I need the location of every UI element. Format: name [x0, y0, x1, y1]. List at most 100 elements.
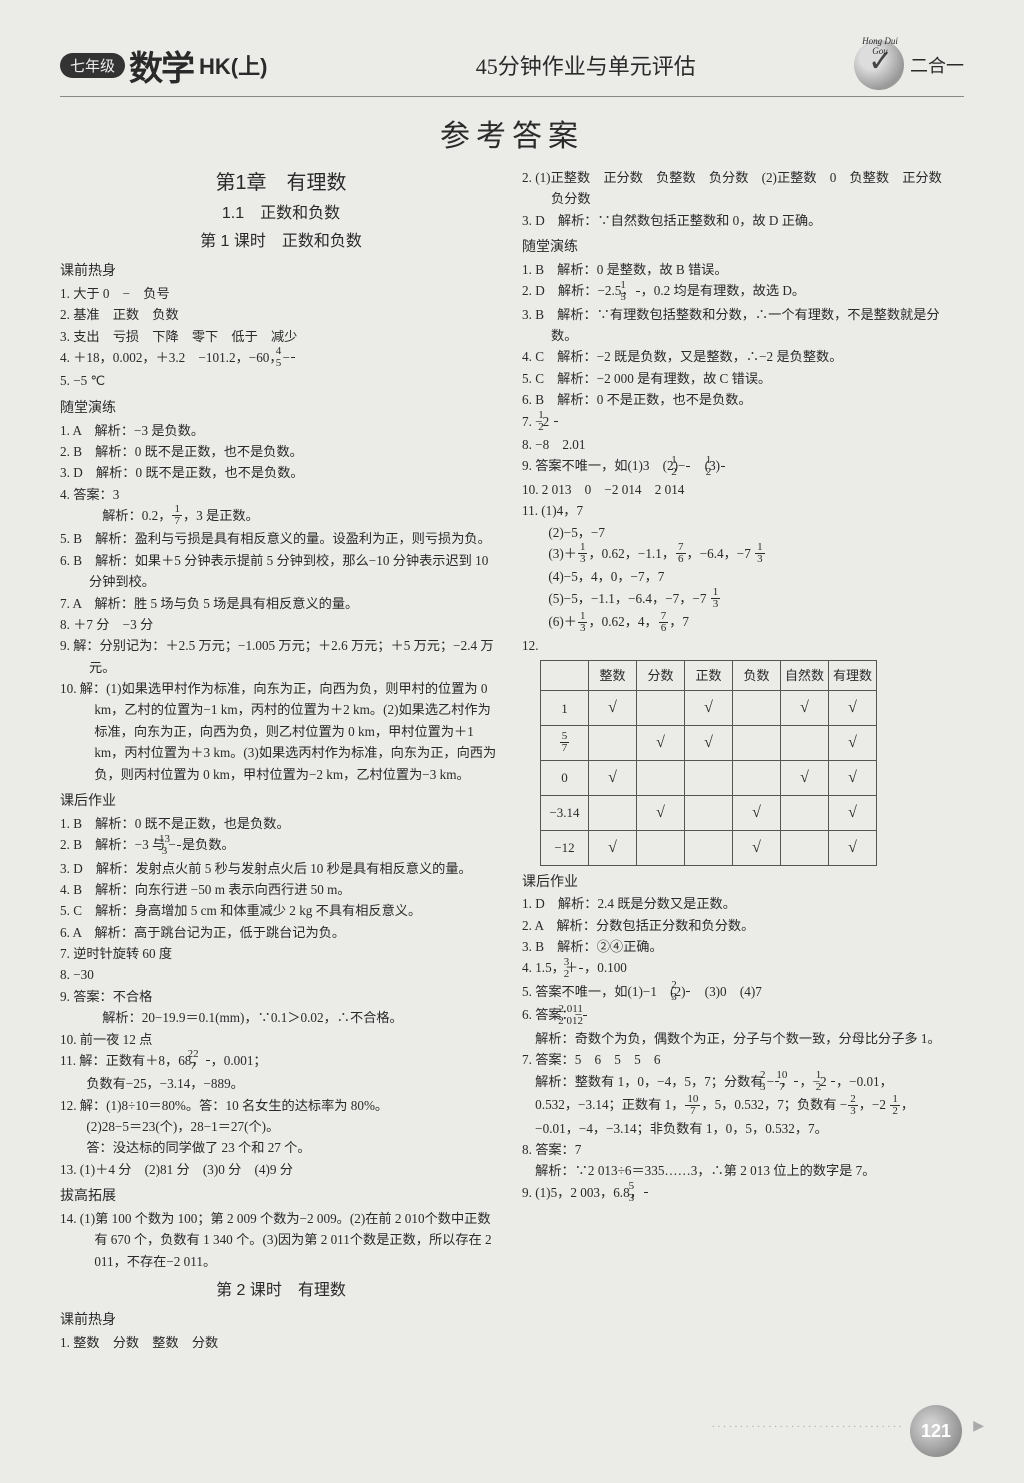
item: 4. 答案：3	[60, 484, 502, 505]
text: 0.532，−3.14；正数有 1，	[522, 1097, 684, 1112]
text: ，	[901, 1097, 914, 1112]
text: 7. −2	[522, 414, 553, 429]
fraction: 76	[659, 611, 669, 634]
text: ，−0.01，	[836, 1074, 893, 1089]
page-header: 七年级 数学 HK(上) 45分钟作业与单元评估 Hong Dui Gou 二合…	[60, 40, 964, 97]
subject-title: 数学	[129, 41, 193, 90]
table-cell	[637, 830, 685, 865]
fraction: 13	[755, 542, 765, 565]
item: 5. 答案不唯一，如(1)−1 (2)23 (3)0 (4)7	[522, 981, 964, 1004]
item: 8. 答案：7	[522, 1139, 964, 1160]
fraction: 45	[291, 346, 295, 369]
left-column: 第1章 有理数 1.1 正数和负数 第 1 课时 正数和负数 课前热身 1. 大…	[60, 167, 502, 1353]
item: 解析：∵2 013÷6＝335……3，∴第 2 013 位上的数字是 7。	[522, 1160, 964, 1181]
item: 1. D 解析：2.4 既是分数又是正数。	[522, 893, 964, 914]
group-warmup2: 课前热身	[60, 1308, 502, 1331]
table-cell	[637, 691, 685, 726]
table-cell	[781, 726, 829, 761]
fraction: 133	[177, 834, 181, 857]
item: 3. B 解析：②④正确。	[522, 936, 964, 957]
text: ，5，0.532，7；负数有 −	[701, 1097, 847, 1112]
fraction: 17	[172, 504, 182, 527]
item: 2. D 解析：−2.5，15，0.2 均是有理数，故选 D。	[522, 280, 964, 303]
text: (3)＋	[522, 546, 577, 561]
item: 1. 大于 0 − 负号	[60, 283, 502, 304]
table-cell: √	[733, 795, 781, 830]
item: 3. 支出 亏损 下降 零下 低于 减少	[60, 326, 502, 347]
table-cell: √	[829, 795, 877, 830]
item: 10. 解：(1)如果选甲村作为标准，向东为正，向西为负，则甲村的位置为 0 k…	[60, 678, 502, 785]
table-row: 0√√√	[541, 760, 877, 795]
item: 4. ＋18，0.002，＋3.2 −101.2，−60，−45	[60, 347, 502, 370]
item: 9. 答案：不合格	[60, 986, 502, 1007]
table-cell: √	[637, 795, 685, 830]
row-label: 57	[541, 726, 589, 761]
text: 5. 答案不唯一，如(1)−1 (2)	[522, 984, 685, 999]
right-column: 2. (1)正整数 正分数 负整数 负分数 (2)正整数 0 负整数 正分数 负…	[522, 167, 964, 1353]
item: 7. 答案：5 6 5 5 6	[522, 1049, 964, 1070]
content-columns: 第1章 有理数 1.1 正数和负数 第 1 课时 正数和负数 课前热身 1. 大…	[60, 167, 964, 1353]
page-number-badge: 121	[910, 1405, 962, 1457]
item: (6)＋13，0.62，4，76，7	[522, 611, 964, 634]
fraction: 12	[831, 1070, 835, 1093]
text: ，0.62，4，	[588, 614, 657, 629]
text: ，−2	[799, 1074, 830, 1089]
table-row: 1√√√√	[541, 691, 877, 726]
table-row: −3.14√√√	[541, 795, 877, 830]
item: 2. B 解析：0 既不是正数，也不是负数。	[60, 441, 502, 462]
item: (5)−5，−1.1，−6.4，−7，−7 13	[522, 588, 964, 611]
text: ，0.100	[584, 960, 627, 975]
table-cell: √	[589, 760, 637, 795]
text: ，7	[669, 614, 689, 629]
table-header: 正数	[685, 661, 733, 691]
item: 8. −8 2.01	[522, 434, 964, 455]
group-homework: 课后作业	[60, 789, 502, 812]
table-header: 整数	[589, 661, 637, 691]
item: 4. C 解析：−2 既是负数，又是整数，∴−2 是负整数。	[522, 346, 964, 367]
item: 答：没达标的同学做了 23 个和 27 个。	[60, 1137, 502, 1158]
item: 5. C 解析：−2 000 是有理数，故 C 错误。	[522, 368, 964, 389]
table-cell: √	[685, 691, 733, 726]
item: 9. 答案不唯一，如(1)3 (2)−12 (3)12	[522, 455, 964, 478]
group-homework-r: 课后作业	[522, 870, 964, 893]
row-label: −12	[541, 830, 589, 865]
item: 6. B 解析：0 不是正数，也不是负数。	[522, 389, 964, 410]
table-cell: √	[589, 691, 637, 726]
item: 1. 整数 分数 整数 分数	[60, 1332, 502, 1353]
text: ，0.001；	[211, 1053, 267, 1068]
fraction: 107	[685, 1094, 700, 1117]
table-cell	[733, 726, 781, 761]
text: ，−6.4，−7	[687, 546, 755, 561]
fraction: 12	[686, 455, 690, 478]
item: 3. D 解析：∵自然数包括正整数和 0，故 D 正确。	[522, 210, 964, 231]
lesson2-heading: 第 2 课时 有理数	[60, 1278, 502, 1304]
table-cell	[589, 795, 637, 830]
item: 解析：20−19.9＝0.1(mm)，∵0.1＞0.02，∴不合格。	[60, 1007, 502, 1028]
text: (5)−5，−1.1，−6.4，−7，−7	[522, 591, 710, 606]
table-cell: √	[829, 760, 877, 795]
item: 3. B 解析：∵有理数包括整数和分数，∴一个有理数，不是整数就是分数。	[522, 304, 964, 347]
text: 4. 1.5，＋	[522, 960, 578, 975]
item: 5. −5 ℃	[60, 370, 502, 391]
item: 解析：奇数个为负，偶数个为正，分子与个数一致，分母比分子多 1。	[522, 1028, 964, 1049]
table-cell: √	[829, 726, 877, 761]
fraction: 15	[636, 280, 640, 303]
item: 2. (1)正整数 正分数 负整数 负分数 (2)正整数 0 负整数 正分数 负…	[522, 167, 964, 210]
text: (3)0 (4)7	[691, 984, 761, 999]
text: ，3 是正数。	[183, 508, 259, 523]
table-cell	[637, 760, 685, 795]
table-row: 57√√√	[541, 726, 877, 761]
text: 9. (1)5，2 003，6.8，	[522, 1185, 643, 1200]
text: 解析：0.2，	[89, 508, 171, 523]
table-cell	[589, 726, 637, 761]
fraction: 76	[676, 542, 686, 565]
classification-table: 整数分数正数负数自然数有理数 1√√√√57√√√0√√√−3.14√√√−12…	[540, 660, 877, 866]
table-cell: √	[829, 691, 877, 726]
table-cell	[685, 830, 733, 865]
group-inclass-r: 随堂演练	[522, 235, 964, 258]
item: 10. 2 013 0 −2 014 2 014	[522, 479, 964, 500]
item: (2)−5，−7	[522, 522, 964, 543]
item: 10. 前一夜 12 点	[60, 1029, 502, 1050]
table-cell: √	[733, 830, 781, 865]
item: 14. (1)第 100 个数为 100；第 2 009 个数为−2 009。(…	[60, 1208, 502, 1272]
